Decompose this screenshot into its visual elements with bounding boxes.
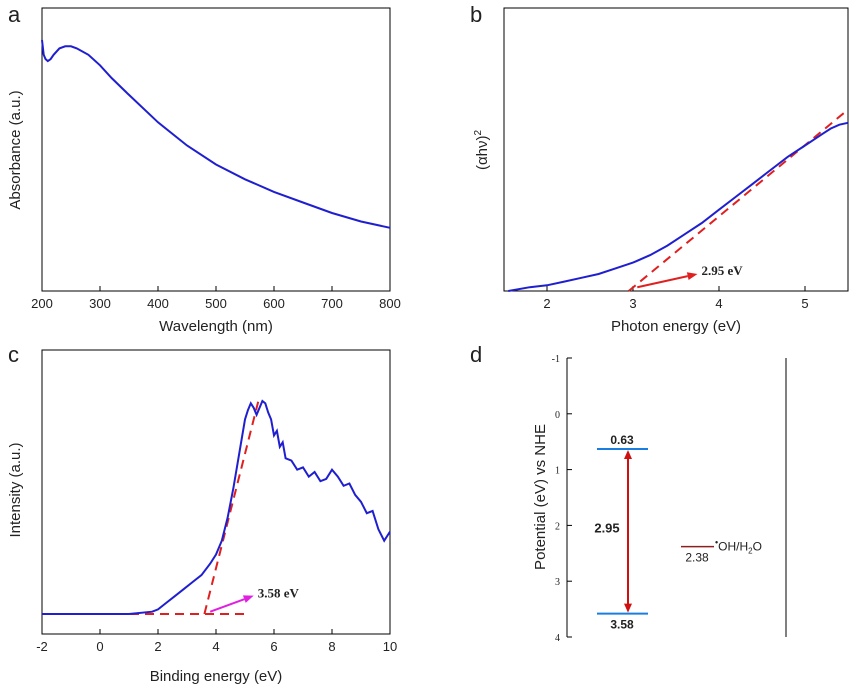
edge-fit-line — [203, 396, 261, 615]
y-tick-label: 0 — [555, 410, 560, 421]
panel-a: a 200 300 400 500 600 700 800 Wavelength (nm) … — [7, 2, 401, 335]
oh-redox-value: 2.38 — [685, 551, 709, 565]
y-axis-label-a: Absorbance (a.u.) — [7, 90, 24, 209]
valence-band-value: 3.58 — [610, 618, 634, 632]
band-gap-label-b: 2.95 eV — [702, 263, 744, 278]
y-axis-label-b-main: (αhν) — [474, 136, 491, 171]
couple-sub: 2 — [748, 547, 753, 556]
y-tick-label: -1 — [552, 354, 560, 365]
x-tick-label: 6 — [270, 639, 277, 654]
y-ticks-d: -1 0 1 2 3 4 — [552, 354, 572, 644]
x-ticks-b: 2 3 4 5 — [543, 286, 809, 311]
plot-frame-a — [41, 7, 391, 292]
panel-d: d -1 0 1 2 3 4 Potential (eV) vs NHE 0.63 3.5… — [470, 342, 787, 644]
x-axis-label-b: Photon energy (eV) — [611, 318, 741, 335]
band-gap-value-d: 2.95 — [594, 520, 619, 535]
conduction-band-value: 0.63 — [610, 433, 634, 447]
tauc-curve — [508, 121, 849, 292]
x-tick-label: 700 — [321, 296, 343, 311]
x-tick-label: 2 — [154, 639, 161, 654]
vb-edge-arrowhead — [242, 595, 254, 603]
y-axis-label-d: Potential (eV) vs NHE — [532, 424, 549, 570]
x-tick-label: -2 — [36, 639, 48, 654]
x-tick-label: 0 — [96, 639, 103, 654]
couple-main: OH/H — [718, 540, 748, 554]
y-axis-label-b-sup: 2 — [473, 130, 484, 136]
panel-c: c -2 0 2 4 6 8 10 3.58 eV Binding energy (eV) … — [7, 342, 397, 685]
x-tick-label: 600 — [263, 296, 285, 311]
y-tick-label: 4 — [555, 633, 560, 644]
plot-frame-b — [503, 7, 849, 292]
x-tick-label: 200 — [31, 296, 53, 311]
x-tick-label: 5 — [801, 296, 808, 311]
absorbance-curve — [41, 39, 391, 229]
plot-frame-c — [41, 349, 391, 635]
vb-xps-curve — [42, 399, 391, 615]
x-axis-label-c: Binding energy (eV) — [150, 668, 283, 685]
x-tick-label: 800 — [379, 296, 401, 311]
y-tick-label: 2 — [555, 521, 560, 532]
band-gap-arrowhead-bottom — [624, 603, 632, 613]
x-tick-label: 500 — [205, 296, 227, 311]
panel-letter-b: b — [470, 2, 482, 27]
panel-letter-d: d — [470, 342, 482, 367]
x-tick-label: 2 — [543, 296, 550, 311]
y-tick-label: 1 — [555, 466, 560, 477]
x-tick-label: 3 — [629, 296, 636, 311]
band-gap-arrowhead-top — [624, 449, 632, 459]
band-gap-arrowhead-b — [686, 272, 698, 281]
x-tick-label: 4 — [715, 296, 722, 311]
radical-dot: • — [715, 538, 718, 548]
x-ticks-c: -2 0 2 4 6 8 10 — [36, 629, 397, 654]
x-axis-label-a: Wavelength (nm) — [159, 318, 273, 335]
oh-redox-couple: •OH/H2O — [715, 538, 762, 556]
x-tick-label: 300 — [89, 296, 111, 311]
panel-letter-c: c — [8, 342, 19, 367]
band-gap-arrow-b — [637, 275, 688, 289]
vb-edge-label: 3.58 eV — [258, 586, 300, 601]
vb-edge-arrow — [209, 598, 245, 613]
x-tick-label: 8 — [328, 639, 335, 654]
tauc-fit-line — [628, 108, 849, 292]
x-tick-label: 4 — [212, 639, 219, 654]
y-axis-label-c: Intensity (a.u.) — [7, 442, 24, 537]
panel-letter-a: a — [8, 2, 21, 27]
x-tick-label: 400 — [147, 296, 169, 311]
y-tick-label: 3 — [555, 577, 560, 588]
x-tick-label: 10 — [383, 639, 397, 654]
y-axis-label-b: (αhν)2 — [473, 130, 491, 171]
couple-end: O — [753, 540, 762, 554]
x-ticks-a: 200 300 400 500 600 700 800 — [31, 286, 401, 311]
